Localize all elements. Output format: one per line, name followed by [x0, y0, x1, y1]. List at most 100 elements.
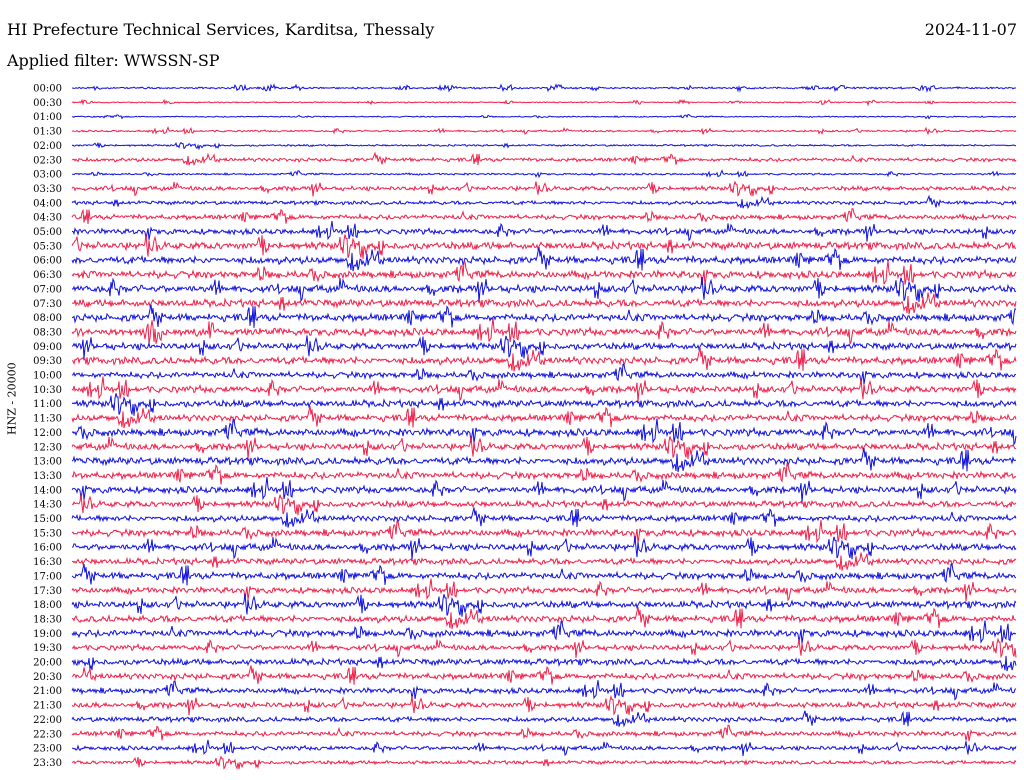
filter-label: Applied filter: WWSSN-SP — [7, 51, 220, 70]
row-time-label: 21:30 — [33, 701, 62, 712]
seismic-trace-row — [71, 476, 1017, 503]
seismic-trace-row — [71, 347, 1017, 372]
row-time-label: 04:00 — [33, 198, 62, 209]
row-time-label: 10:00 — [33, 371, 62, 382]
row-time-label: 03:00 — [33, 170, 62, 181]
seismic-trace-row — [71, 463, 1017, 485]
plot-date: 2024-11-07 — [924, 20, 1017, 39]
row-time-label: 22:30 — [33, 729, 62, 740]
seismic-trace-row — [71, 578, 1017, 602]
seismic-trace-row — [71, 393, 1017, 416]
row-time-label: 06:00 — [33, 256, 62, 267]
seismic-trace-row — [71, 98, 1017, 107]
row-time-label: 02:00 — [33, 141, 62, 152]
seismic-trace-row — [71, 418, 1017, 446]
seismic-trace-row — [71, 151, 1017, 167]
row-time-label: 08:00 — [33, 313, 62, 324]
seismic-trace-row — [71, 180, 1017, 197]
row-time-label: 02:30 — [33, 155, 62, 166]
row-time-label: 19:30 — [33, 643, 62, 654]
seismic-trace-row — [71, 655, 1017, 672]
row-time-label: 10:30 — [33, 385, 62, 396]
seismic-trace-row — [71, 435, 1017, 460]
row-time-label: 09:00 — [33, 342, 62, 353]
row-time-label: 18:30 — [33, 614, 62, 625]
seismic-trace-row — [71, 126, 1017, 136]
seismic-trace-row — [71, 376, 1017, 402]
row-time-label: 23:30 — [33, 758, 62, 769]
seismic-trace-row — [71, 304, 1017, 328]
seismic-trace-row — [71, 208, 1017, 225]
seismic-trace-row — [71, 637, 1017, 659]
row-time-label: 17:30 — [33, 586, 62, 597]
seismic-trace-row — [71, 507, 1017, 528]
seismic-trace-row — [71, 620, 1017, 644]
row-time-label: 00:00 — [33, 84, 62, 95]
seismic-trace-row — [71, 694, 1017, 716]
row-time-label: 07:00 — [33, 284, 62, 295]
seismic-trace-row — [71, 755, 1017, 770]
row-time-label: 15:30 — [33, 528, 62, 539]
seismic-trace-row — [71, 114, 1017, 120]
row-time-label: 16:00 — [33, 543, 62, 554]
row-time-label: 06:30 — [33, 270, 62, 281]
row-time-label: 14:00 — [33, 485, 62, 496]
seismic-trace-row — [71, 405, 1017, 429]
row-time-label: 18:00 — [33, 600, 62, 611]
row-time-label: 13:30 — [33, 471, 62, 482]
row-time-label: 17:00 — [33, 571, 62, 582]
seismic-trace-row — [71, 233, 1017, 260]
row-time-label: 01:00 — [33, 112, 62, 123]
seismic-trace-row — [71, 563, 1017, 586]
seismic-trace-row — [71, 169, 1016, 179]
seismic-trace-row — [71, 552, 1017, 571]
seismic-trace-row — [71, 710, 1017, 728]
seismic-trace-row — [71, 277, 1017, 303]
row-time-label: 13:00 — [33, 457, 62, 468]
row-time-label: 16:30 — [33, 557, 62, 568]
seismic-trace-row — [71, 141, 1016, 151]
row-time-label: 23:00 — [33, 744, 62, 755]
row-time-label: 04:30 — [33, 213, 62, 224]
row-time-label: 05:00 — [33, 227, 62, 238]
row-time-label: 00:30 — [33, 98, 62, 109]
seismic-trace-row — [71, 494, 1017, 516]
seismic-trace-row — [71, 665, 1017, 685]
row-time-label: 11:30 — [33, 414, 62, 425]
seismic-trace-row — [71, 247, 1017, 272]
seismic-trace-row — [71, 447, 1017, 473]
row-time-label: 22:00 — [33, 715, 62, 726]
seismic-trace-row — [71, 260, 1017, 286]
seismic-trace-row — [71, 335, 1017, 359]
seismic-trace-row — [71, 724, 1017, 742]
row-time-label: 12:30 — [33, 442, 62, 453]
row-time-label: 12:00 — [33, 428, 62, 439]
row-time-label: 20:00 — [33, 658, 62, 669]
row-time-label: 20:30 — [33, 672, 62, 683]
row-time-label: 21:00 — [33, 686, 62, 697]
row-time-label: 11:00 — [33, 399, 62, 410]
row-time-label: 05:30 — [33, 241, 62, 252]
seismic-trace-row — [71, 83, 1017, 93]
row-time-label: 01:30 — [33, 127, 62, 138]
seismic-trace-row — [71, 292, 1017, 315]
seismic-trace-row — [71, 363, 1017, 385]
row-time-label: 15:00 — [33, 514, 62, 525]
station-title: HI Prefecture Technical Services, Kardit… — [7, 20, 435, 39]
row-time-label: 07:30 — [33, 299, 62, 310]
seismic-trace-row — [71, 519, 1017, 544]
row-time-label: 08:30 — [33, 327, 62, 338]
seismic-trace-row — [71, 317, 1017, 346]
seismic-trace-row — [72, 220, 1017, 242]
seismic-trace-row — [71, 536, 1017, 560]
seismic-trace-row — [71, 606, 1017, 630]
seismic-trace-row — [71, 739, 1017, 757]
row-time-label: 09:30 — [33, 356, 62, 367]
row-time-label: 14:30 — [33, 500, 62, 511]
row-time-label: 03:30 — [33, 184, 62, 195]
seismic-trace-row — [71, 194, 1017, 210]
row-time-label: 19:00 — [33, 629, 62, 640]
seismic-trace-row — [71, 593, 1017, 617]
seismic-trace-row — [71, 680, 1017, 701]
